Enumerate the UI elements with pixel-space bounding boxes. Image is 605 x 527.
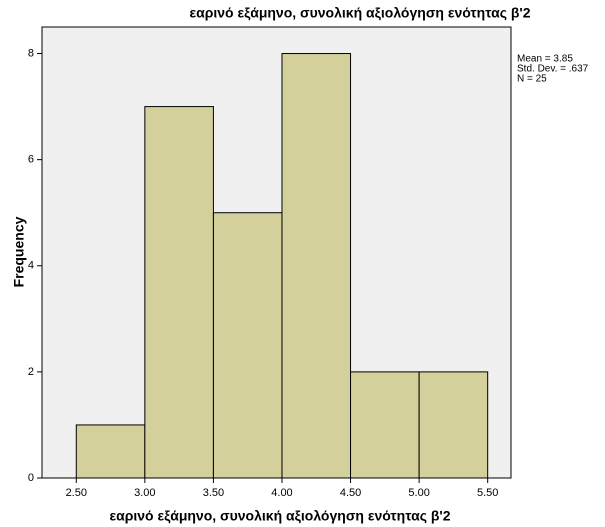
stat-label: Std. Dev. = .637	[517, 64, 589, 75]
bar	[418, 371, 489, 479]
y-tick-label: 4	[28, 260, 34, 272]
x-tick-label: 5.50	[477, 487, 498, 499]
y-tick-label: 0	[28, 472, 34, 484]
x-tick-label: 4.00	[271, 487, 292, 499]
bar	[281, 53, 352, 479]
stat-label: N = 25	[517, 74, 547, 85]
bar	[212, 212, 283, 479]
x-axis-label: εαρινό εξάμηνο, συνολική αξιολόγηση ενότ…	[109, 508, 450, 524]
y-tick-label: 8	[28, 47, 34, 59]
x-tick-label: 4.50	[340, 487, 361, 499]
y-tick-label: 2	[28, 366, 34, 378]
bar	[75, 424, 146, 479]
y-axis-label: Frequency	[11, 216, 27, 287]
x-tick-label: 3.50	[203, 487, 224, 499]
stat-label: Mean = 3.85	[517, 54, 573, 65]
x-tick-label: 3.00	[134, 487, 155, 499]
y-tick-label: 6	[28, 154, 34, 166]
bar	[350, 371, 420, 479]
bar	[144, 106, 214, 479]
x-tick-label: 2.50	[66, 487, 87, 499]
chart-title: εαρινό εξάμηνο, συνολική αξιολόγηση ενότ…	[189, 5, 530, 21]
x-tick-label: 5.00	[408, 487, 429, 499]
